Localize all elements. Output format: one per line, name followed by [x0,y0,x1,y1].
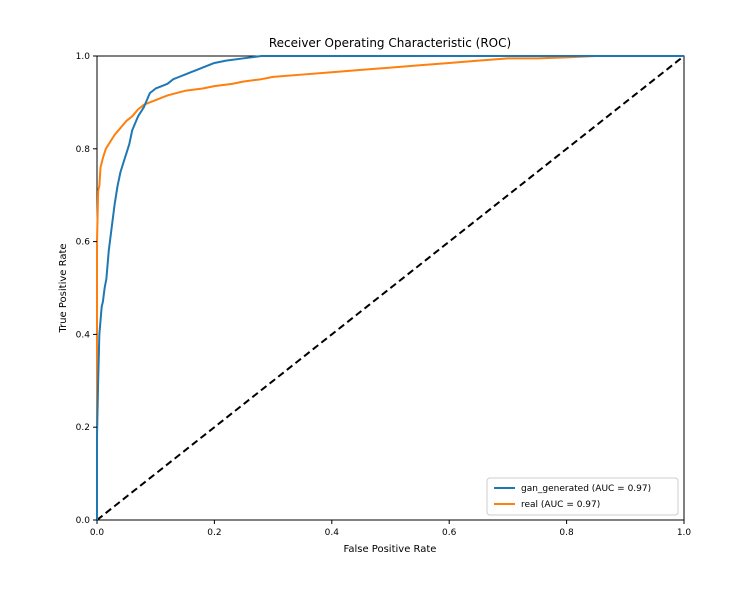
x-axis-ticks: 0.0 0.2 0.4 0.6 0.8 1.0 [90,520,692,538]
y-tick-label: 0.0 [76,516,91,526]
y-axis-ticks: 0.0 0.2 0.4 0.6 0.8 1.0 [76,52,97,526]
series-layer [96,55,685,521]
y-tick-label: 1.0 [76,52,91,62]
legend-entry-real: real (AUC = 0.97) [521,500,600,510]
x-axis-label: False Positive Rate [344,544,437,555]
y-tick-label: 0.2 [76,423,90,433]
x-tick-label: 0.8 [559,528,574,538]
plot-area [96,55,685,521]
legend-entry-gan-generated: gan_generated (AUC = 0.97) [521,484,651,494]
x-tick-label: 0.6 [442,528,457,538]
chart-title: Receiver Operating Characteristic (ROC) [269,36,511,50]
series-line-gan-generated [96,55,684,520]
legend-box [486,477,679,516]
x-tick-label: 1.0 [677,528,692,538]
series-line-real [96,55,684,520]
x-tick-label: 0.2 [207,528,221,538]
y-tick-label: 0.6 [76,238,91,248]
x-tick-label: 0.0 [90,528,105,538]
legend: gan_generated (AUC = 0.97) real (AUC = 0… [486,477,679,516]
y-axis-label: True Positive Rate [58,243,69,333]
x-tick-label: 0.4 [325,528,340,538]
y-tick-label: 0.8 [76,145,91,155]
y-tick-label: 0.4 [76,330,91,340]
reference-diagonal-line [96,55,685,521]
